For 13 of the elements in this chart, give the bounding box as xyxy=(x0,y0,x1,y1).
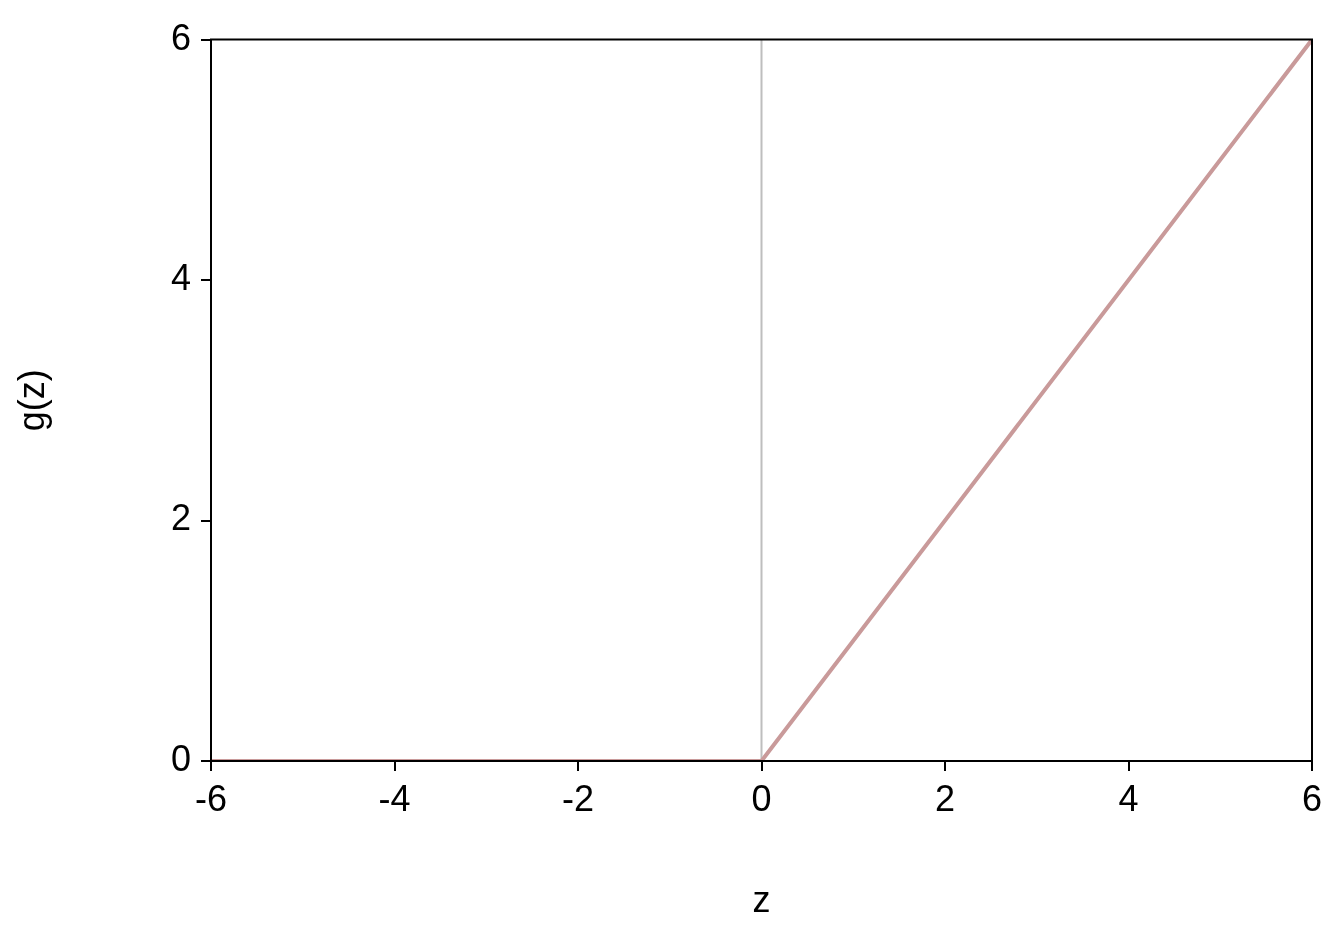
y-tick-label: 6 xyxy=(170,16,191,58)
x-tick-label: -4 xyxy=(378,777,411,819)
y-axis-title: g(z) xyxy=(10,369,52,432)
y-tick-label: 4 xyxy=(170,256,191,298)
x-tick-label: 2 xyxy=(934,777,956,819)
x-tick-label: -6 xyxy=(194,777,228,819)
x-axis-title: z xyxy=(752,879,771,921)
x-tick-label: 6 xyxy=(1301,777,1323,819)
x-tick-label: 4 xyxy=(1118,777,1139,819)
x-tick-label: -2 xyxy=(561,777,595,819)
y-tick-label: 0 xyxy=(170,737,191,779)
y-tick-label: 2 xyxy=(170,497,191,539)
x-tick-label: 0 xyxy=(751,777,772,819)
